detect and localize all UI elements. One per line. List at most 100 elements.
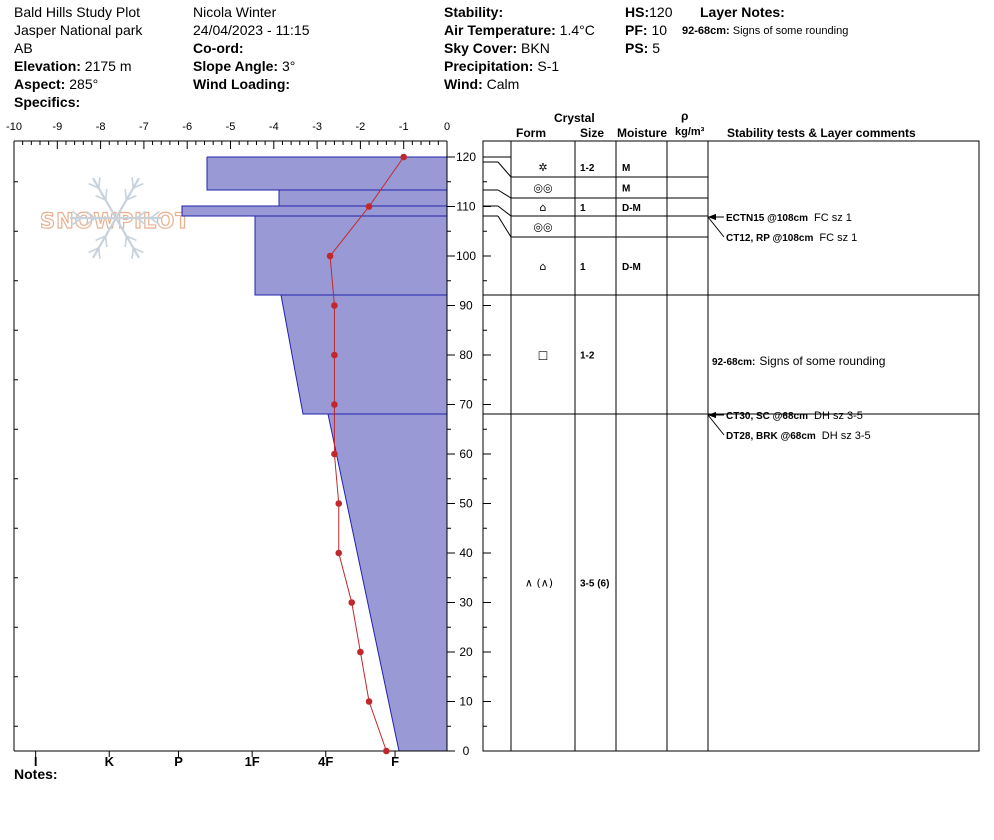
layer-comment-range: 92-68cm:	[712, 357, 755, 368]
layer-form: ◎◎	[533, 221, 552, 234]
elevation: Elevation: 2175 m	[14, 58, 132, 74]
layer-form: ⌂	[540, 201, 547, 214]
slope-value: 3°	[281, 58, 296, 74]
temp-point	[400, 153, 408, 161]
hs-label: HS:	[625, 4, 650, 20]
snowflake-arm	[92, 177, 117, 219]
layer-table: ✲ 1-2 M ◎◎ M ⌂ 1 D-M ◎◎ ⌂ 1 D-M □ 1-2 ∧ (∧) 3-5 (6) ECTN…	[482, 140, 980, 752]
temp-tick-label: 0	[444, 121, 450, 133]
specifics-label: Specifics:	[14, 94, 81, 110]
temp-point	[326, 252, 334, 260]
hardness-label: 4F	[318, 754, 333, 769]
height-tick-label: 100	[456, 249, 476, 263]
snowflake-branch	[97, 177, 101, 189]
layer-note-text: Signs of some rounding	[732, 25, 849, 37]
snowflake-branch	[124, 235, 128, 247]
crystal-header: Crystal	[554, 111, 595, 125]
stability-header: Stability tests & Layer comments	[727, 126, 916, 140]
temp-tick-label: -7	[139, 121, 149, 133]
stability-arrow-head	[708, 412, 716, 418]
layer-note-range: 92-68cm:	[682, 25, 730, 37]
stability-test: DT28, BRK @68cm DH sz 3-5	[726, 430, 871, 442]
snowflake-branch	[150, 217, 160, 226]
hardness-label: K	[105, 754, 115, 769]
coord-label: Co-ord:	[193, 40, 244, 56]
precipitation: Precipitation: S-1	[444, 58, 559, 74]
chart-frame: -10 -9 -8 -7 -6 -5 -4 -3 -2 -1 0120110100908070605…	[6, 121, 491, 769]
pf-value: 10	[651, 22, 668, 38]
layer-moisture: D-M	[622, 262, 641, 273]
snowflake-branch	[150, 210, 160, 219]
height-tick-label: 70	[459, 398, 473, 412]
layer-notes-label: Layer Notes:	[700, 4, 785, 20]
snowflake-branch	[104, 235, 108, 247]
snowflake-branch	[124, 189, 128, 201]
snowflake-branch	[97, 247, 101, 259]
layer-form: ✲	[538, 161, 547, 174]
temp-point	[348, 599, 356, 606]
height-tick-label: 10	[459, 695, 473, 709]
elevation-label: Elevation:	[14, 58, 81, 74]
wind-label: Wind:	[444, 76, 483, 92]
layer-comment-text: Signs of some rounding	[759, 354, 885, 368]
aspect-value: 285°	[69, 76, 99, 92]
temp-point	[331, 302, 338, 309]
sky-value: BKN	[521, 40, 550, 56]
snowpilot-logo: SNOWPILOT	[39, 177, 190, 259]
layer-moisture: M	[622, 163, 630, 174]
depth-connector	[497, 189, 512, 199]
notes-label: Notes:	[14, 766, 58, 782]
hardness-profile	[181, 156, 447, 752]
air-temp-value: 1.4°C	[559, 22, 595, 38]
hs-value: 120	[649, 4, 673, 20]
depth-connector	[497, 215, 512, 238]
temp-tick-label: -6	[182, 121, 192, 133]
hardness-label: I	[34, 754, 38, 769]
layer-size: 1	[580, 203, 586, 214]
temp-point	[335, 500, 343, 507]
temp-tick-label: -5	[226, 121, 236, 133]
observer-name: Nicola Winter	[193, 4, 277, 20]
pf: PF: 10	[625, 22, 667, 38]
wind: Wind: Calm	[444, 76, 519, 92]
size-header: Size	[580, 126, 605, 140]
snowflake-branch	[95, 235, 106, 242]
height-tick-label: 110	[456, 200, 475, 214]
stability-arrow	[707, 414, 725, 436]
height-tick-label: 90	[459, 299, 473, 313]
temperature-profile	[326, 153, 408, 755]
stability-test-comment: FC sz 1	[819, 232, 857, 244]
temp-point	[331, 450, 338, 458]
layer-form: ◎◎	[533, 182, 552, 195]
stability-test: ECTN15 @108cm FC sz 1	[726, 212, 852, 224]
temp-point	[365, 698, 373, 705]
layer-size: 1	[580, 262, 586, 273]
temp-point	[331, 351, 338, 359]
temp-tick-label: -2	[356, 121, 366, 133]
region-name: AB	[14, 40, 33, 56]
layer-form: □	[538, 349, 548, 362]
form-header: Form	[516, 126, 546, 140]
snowflake-branch	[72, 217, 82, 226]
precip-value: S-1	[537, 58, 560, 74]
area-name: Jasper National park	[14, 22, 143, 38]
height-tick-label: 30	[459, 596, 473, 610]
stability-test-comment: FC sz 1	[814, 212, 852, 224]
layer-size: 1-2	[580, 163, 595, 174]
snowflake-branch	[131, 177, 135, 189]
hardness-label: P	[174, 754, 183, 769]
hardness-outline	[181, 157, 400, 752]
stability-label: Stability:	[444, 4, 504, 20]
snowflake-branch	[88, 182, 100, 189]
height-tick-label: 20	[459, 645, 473, 659]
snowflake-branch	[85, 210, 96, 219]
density-rho-header: ρ	[681, 109, 689, 123]
height-tick-label: 60	[459, 447, 473, 461]
height-tick-label: 120	[456, 150, 476, 164]
stability-test-comment: DH sz 3-5	[814, 410, 863, 422]
ps: PS: 5	[625, 40, 660, 56]
temp-point	[357, 648, 364, 656]
snowflake-arm	[115, 217, 140, 259]
layer-comment: 92-68cm: Signs of some rounding	[712, 354, 885, 368]
